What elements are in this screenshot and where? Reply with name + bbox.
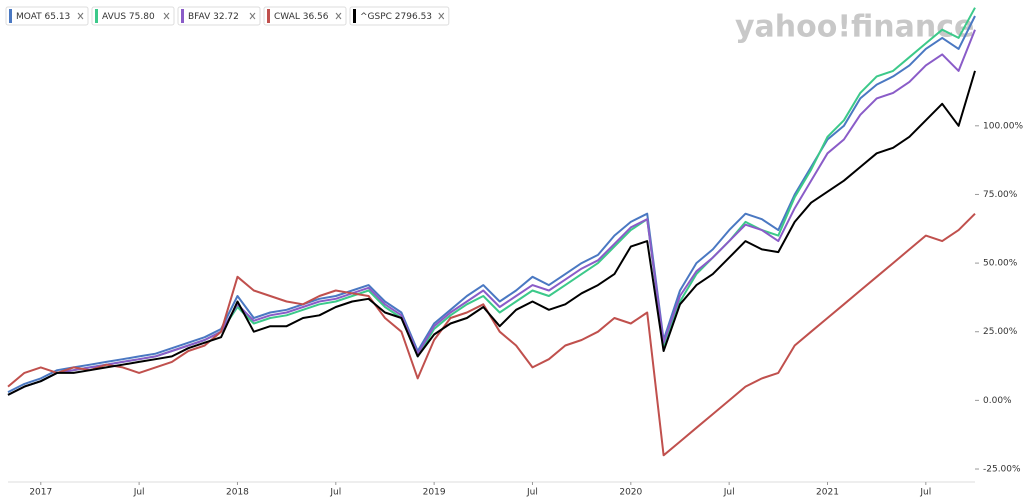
- legend-chip[interactable]: [5, 6, 89, 26]
- legend-label[interactable]: AVUS 75.80: [102, 12, 155, 22]
- legend-close[interactable]: [77, 12, 84, 20]
- legend-chip[interactable]: [263, 6, 347, 26]
- legend-swatch: [353, 9, 356, 23]
- x-tick-label: 2017: [29, 488, 52, 498]
- x-tick-label: 2021: [816, 488, 839, 498]
- legend-label[interactable]: ^GSPC 2796.53: [360, 12, 432, 22]
- legend-swatch: [9, 9, 12, 23]
- legend-chip[interactable]: [177, 6, 261, 26]
- x-tick-label: 2018: [226, 488, 249, 498]
- x-tick-label: Jul: [919, 488, 931, 498]
- y-tick-label: 0.00%: [983, 396, 1012, 406]
- y-tick-label: 75.00%: [983, 190, 1018, 200]
- y-tick-label: -25.00%: [983, 465, 1021, 475]
- y-tick-label: 50.00%: [983, 259, 1018, 269]
- legend-label[interactable]: BFAV 32.72: [188, 12, 239, 22]
- logo: yahoo!finance: [735, 10, 974, 45]
- y-tick-label: 25.00%: [983, 327, 1018, 337]
- legend-label[interactable]: CWAL 36.56: [274, 12, 329, 22]
- x-tick-label: Jul: [526, 488, 538, 498]
- legend-close[interactable]: [163, 12, 170, 20]
- x-tick-label: 2019: [423, 488, 446, 498]
- x-tick-label: Jul: [723, 488, 735, 498]
- legend-close[interactable]: [335, 12, 342, 20]
- series-line: [7, 70, 976, 396]
- series-line: [7, 29, 976, 396]
- legend-close[interactable]: [249, 12, 256, 20]
- legend-close[interactable]: [438, 12, 445, 20]
- x-tick-label: Jul: [329, 488, 341, 498]
- legend-swatch: [181, 9, 184, 23]
- legend-chip[interactable]: [91, 6, 175, 26]
- legend-label[interactable]: MOAT 65.13: [16, 12, 70, 22]
- legend-chip[interactable]: [349, 6, 450, 26]
- legend-swatch: [95, 9, 98, 23]
- x-tick-label: 2020: [619, 488, 642, 498]
- y-tick-label: 100.00%: [983, 121, 1023, 131]
- x-tick-label: Jul: [133, 488, 145, 498]
- legend-swatch: [267, 9, 270, 23]
